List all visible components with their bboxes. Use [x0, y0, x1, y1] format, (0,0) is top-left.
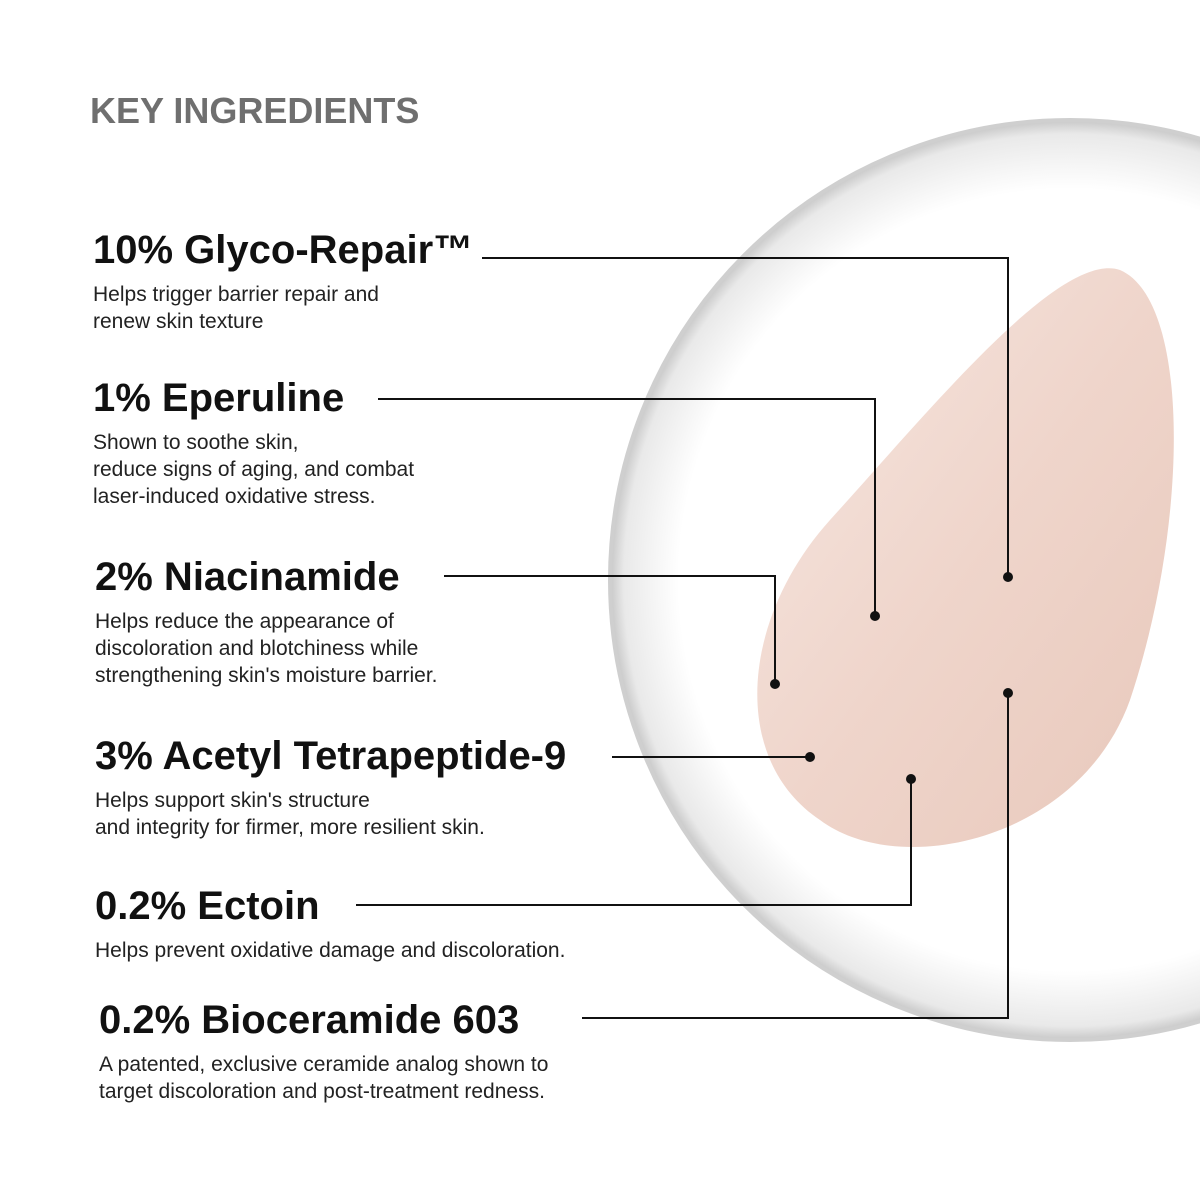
page-title: KEY INGREDIENTS [90, 90, 420, 131]
ingredient-desc: Helps reduce the appearance of discolora… [95, 610, 438, 687]
ingredient-desc: A patented, exclusive ceramide analog sh… [99, 1053, 549, 1103]
cream-swatch [757, 268, 1174, 847]
ingredient-name: 10% Glyco-Repair™ [93, 228, 474, 272]
ingredient-desc: Helps support skin's structure and integ… [95, 789, 485, 839]
ingredient-acetyl-tetrapeptide: 3% Acetyl Tetrapeptide-9 Helps support sk… [95, 734, 566, 841]
ingredient-desc: Helps trigger barrier repair and renew s… [93, 283, 379, 333]
ingredient-name: 0.2% Ectoin [95, 884, 320, 928]
ingredient-desc: Shown to soothe skin, reduce signs of ag… [93, 431, 415, 508]
ingredient-desc: Helps prevent oxidative damage and disco… [95, 939, 566, 962]
ingredient-eperuline: 1% Eperuline Shown to soothe skin, reduce… [93, 376, 414, 510]
ingredient-name: 2% Niacinamide [95, 555, 400, 599]
ingredient-name: 1% Eperuline [93, 376, 345, 420]
ingredient-niacinamide: 2% Niacinamide Helps reduce the appearanc… [95, 555, 438, 689]
ingredient-bioceramide: 0.2% Bioceramide 603 A patented, exclusiv… [99, 998, 548, 1105]
leader-lines [356, 257, 1009, 1019]
ingredient-ectoin: 0.2% Ectoin Helps prevent oxidative damag… [95, 884, 565, 964]
ingredient-name: 0.2% Bioceramide 603 [99, 998, 520, 1042]
marker-dots [770, 572, 1013, 784]
ingredient-glyco-repair: 10% Glyco-Repair™ Helps trigger barrier r… [93, 228, 473, 335]
ingredient-name: 3% Acetyl Tetrapeptide-9 [95, 734, 567, 778]
